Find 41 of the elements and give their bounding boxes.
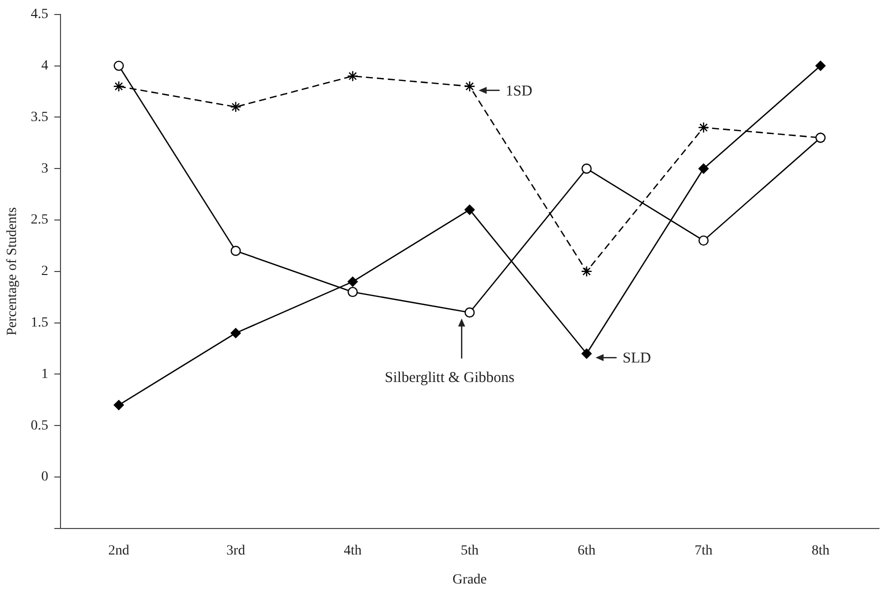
point [230, 101, 242, 113]
point [464, 80, 476, 92]
point [347, 70, 358, 82]
x-tick-label: 4th [344, 543, 362, 558]
point [698, 235, 709, 246]
x-tick-label: 6th [578, 543, 596, 558]
x-tick-label: 2nd [108, 543, 130, 558]
point [582, 164, 592, 174]
point [464, 307, 475, 318]
point [114, 400, 124, 410]
y-tick-label: 0.5 [30, 418, 48, 434]
y-tick-label: 4.5 [30, 7, 48, 22]
point [464, 204, 475, 215]
x-tick-label: 7th [694, 543, 713, 558]
x-tick-label: 5th [460, 543, 479, 558]
y-tick-label: 3 [41, 161, 48, 176]
point [698, 164, 709, 174]
point [581, 266, 592, 277]
x-axis-title: Grade [452, 572, 487, 588]
series-label: SLD [622, 350, 652, 367]
point [698, 122, 710, 134]
y-tick-label: 4 [41, 58, 48, 74]
point [113, 80, 124, 92]
series-label: 1SD [506, 83, 532, 100]
y-tick-label: 3.5 [30, 110, 48, 125]
text: Silberglitt & Gibbons [384, 370, 515, 386]
y-tick-label: 0 [41, 470, 48, 485]
point [230, 246, 241, 256]
point [348, 286, 358, 298]
point [582, 348, 592, 359]
x-tick-label: 8th [812, 543, 830, 558]
y-axis-title: Percentage of Students [5, 207, 20, 336]
point [815, 60, 826, 71]
y-tick-label: 2.5 [30, 212, 48, 228]
point [230, 328, 241, 338]
y-tick-label: 1 [41, 366, 48, 382]
point [114, 60, 124, 71]
point [348, 276, 358, 287]
x-tick-label: 3rd [226, 543, 246, 558]
y-tick-label: 1.5 [30, 315, 48, 330]
y-tick-label: 2 [41, 264, 48, 280]
